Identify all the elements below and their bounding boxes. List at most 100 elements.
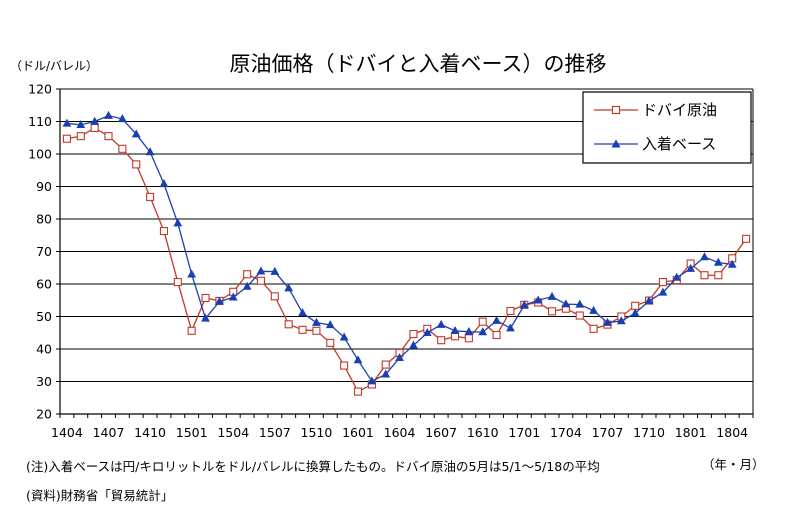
data-point-arrival-1703 [547,291,557,300]
data-point-arrival-1510 [312,317,321,326]
data-point-arrival-1502 [201,313,210,322]
data-point-arrival-1609 [464,326,474,335]
data-point-dubai-1709 [631,301,640,310]
data-point-arrival-1607 [436,319,446,328]
legend: ドバイ原油 入着ベース [582,91,752,164]
x-tick-label-1407: 1407 [93,425,125,440]
data-point-arrival-1605 [409,340,418,349]
data-point-arrival-1506 [256,266,266,275]
data-point-dubai-1409 [132,160,141,169]
y-tick-label-70: 70 [36,244,52,259]
data-point-arrival-1410 [145,147,155,156]
data-point-dubai-1803 [714,271,723,280]
x-tick-label-1707: 1707 [592,425,624,440]
series-0 [62,123,751,396]
data-point-arrival-1704 [561,299,571,308]
data-point-arrival-1603 [381,369,391,378]
x-tick-label-1507: 1507 [259,425,291,440]
data-point-dubai-1510 [312,326,321,335]
data-point-arrival-1504 [228,292,238,301]
y-axis-unit-label: （ドル/バレル） [10,59,98,73]
data-point-dubai-1509 [298,325,307,334]
x-tick-label-1601: 1601 [342,425,374,440]
data-point-dubai-1511 [326,338,335,347]
data-point-arrival-1803 [713,257,723,266]
y-tick-label-30: 30 [36,374,52,389]
x-tick-label-1604: 1604 [384,425,416,440]
data-point-dubai-1506 [256,276,266,285]
data-point-arrival-1511 [325,320,335,329]
data-point-dubai-1404 [62,134,71,143]
x-tick-label-1504: 1504 [217,425,249,440]
data-point-arrival-1712 [672,272,682,281]
data-point-arrival-1705 [575,299,585,308]
y-tick-label-40: 40 [36,342,52,357]
data-point-arrival-1702 [533,295,543,304]
x-tick-label-1610: 1610 [467,425,499,440]
data-point-dubai-1705 [575,311,584,320]
x-tick-label-1404: 1404 [51,425,83,440]
data-point-dubai-1410 [146,192,155,201]
data-point-arrival-1604 [395,352,404,361]
data-point-arrival-1802 [700,252,709,261]
x-axis-unit-label: （年・月） [702,457,765,472]
x-axis: 1404 1407 1410 1501 1504 1507 1510 1601 1604 1607… [51,414,754,440]
data-point-dubai-1405 [76,132,85,141]
chart-title: 原油価格（ドバイと入着ベース）の推移 [230,52,607,76]
x-tick-label-1410: 1410 [134,425,166,440]
y-tick-label-60: 60 [36,277,52,292]
data-point-dubai-1507 [270,292,279,301]
data-point-dubai-1505 [243,270,252,279]
data-point-dubai-1703 [547,307,557,316]
data-point-dubai-1605 [409,329,418,339]
data-point-arrival-1412 [173,218,183,227]
x-tick-label-1701: 1701 [508,425,540,440]
data-point-dubai-1610 [478,317,487,326]
data-point-arrival-1611 [492,315,501,324]
data-point-arrival-1612 [506,323,515,332]
data-point-dubai-1802 [700,271,709,280]
data-point-arrival-1404 [62,118,72,127]
x-tick-label-1710: 1710 [633,425,665,440]
data-point-dubai-1411 [159,226,168,236]
data-point-arrival-1701 [519,300,529,309]
data-point-arrival-1709 [630,308,640,317]
y-tick-label-100: 100 [28,147,52,162]
data-point-arrival-1512 [339,332,349,341]
data-point-arrival-1405 [76,119,86,128]
data-point-dubai-1512 [340,361,349,370]
data-point-arrival-1708 [616,316,626,325]
data-point-dubai-1508 [284,320,293,329]
y-tick-label-50: 50 [36,309,52,324]
data-point-arrival-1408 [117,114,127,123]
x-tick-label-1704: 1704 [550,425,582,440]
data-point-dubai-1612 [506,306,515,316]
data-point-arrival-1608 [450,326,460,334]
data-point-dubai-1609 [464,334,473,343]
x-tick-label-1804: 1804 [716,425,748,440]
data-point-arrival-1710 [644,296,654,305]
series-layer [62,110,751,396]
y-tick-label-80: 80 [36,212,52,227]
data-point-arrival-1601 [353,355,363,364]
series-1 [62,110,737,385]
data-point-arrival-1801 [686,263,696,272]
y-tick-label-20: 20 [36,407,52,422]
data-point-dubai-1611 [492,330,501,340]
x-tick-label-1501: 1501 [176,425,208,440]
data-point-arrival-1503 [214,296,224,305]
y-tick-label-90: 90 [36,179,52,194]
data-point-arrival-1606 [422,327,432,336]
data-point-arrival-1509 [298,308,307,317]
data-point-dubai-1607 [437,336,446,345]
x-tick-label-1510: 1510 [301,425,333,440]
data-point-arrival-1804 [727,259,737,268]
data-point-dubai-1408 [118,144,127,153]
data-point-dubai-1601 [353,387,363,396]
data-point-dubai-1406 [90,123,99,133]
data-point-arrival-1507 [270,266,280,275]
legend-marker-arrival [611,139,621,148]
data-point-arrival-1411 [159,179,169,188]
data-point-dubai-1502 [201,293,210,303]
legend-label-arrival: 入着ベース [642,135,716,153]
